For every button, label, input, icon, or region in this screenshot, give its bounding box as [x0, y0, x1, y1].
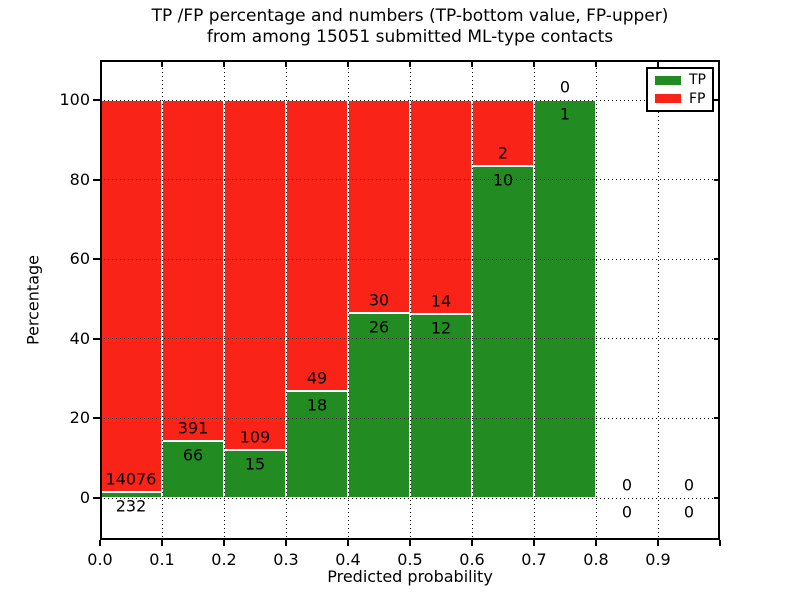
xtick-mark-0.7	[533, 540, 535, 546]
xtick-mark-top-0.4	[347, 62, 349, 67]
xtick-label-0.5: 0.5	[397, 550, 423, 569]
legend: TP FP	[646, 67, 714, 112]
ytick-mark-100	[93, 99, 100, 101]
ytick-mark-right-20	[714, 417, 720, 420]
gridline-v-0.3	[285, 60, 287, 540]
ytick-mark-20	[93, 417, 100, 420]
ytick-mark-right-100	[714, 99, 720, 101]
legend-swatch-tp-icon	[655, 75, 681, 85]
xtick-mark-0.0	[99, 540, 101, 546]
label-tp-count-bin8: 0	[621, 502, 633, 522]
xtick-mark-0.4	[347, 540, 349, 546]
label-tp-count-bin6: 10	[492, 170, 514, 190]
label-tp-count-bin1: 66	[182, 445, 204, 465]
ytick-mark-right-0	[714, 497, 720, 499]
xtick-label-0.1: 0.1	[149, 550, 175, 569]
label-tp-count-bin2: 15	[244, 454, 266, 474]
gridline-v-0.5	[409, 60, 411, 540]
bar-fp-bin1	[162, 100, 224, 441]
bar-tp-bin4	[348, 313, 410, 498]
ytick-mark-60	[93, 258, 100, 261]
ytick-mark-right-60	[714, 258, 720, 261]
gridline-v-0.2	[223, 60, 225, 540]
ytick-label-80: 80	[69, 169, 90, 189]
x-axis-label: Predicted probability	[327, 567, 493, 586]
bar-fp-bin5	[410, 100, 472, 315]
gridline-v-0.7	[533, 60, 535, 540]
gridline-v-0.6	[471, 60, 473, 540]
xtick-mark-top-0.3	[285, 62, 287, 67]
ytick-label-0: 0	[79, 488, 90, 507]
xtick-label-0.2: 0.2	[211, 550, 237, 569]
bar-fp-bin4	[348, 100, 410, 314]
bar-fp-bin2	[224, 100, 286, 450]
plot-area	[100, 60, 720, 540]
chart-title-line2: from among 15051 submitted ML-type conta…	[206, 27, 614, 47]
label-tp-count-bin9: 0	[683, 502, 695, 522]
label-fp-count-bin4: 30	[368, 290, 390, 310]
xtick-mark-0.2	[223, 540, 225, 546]
xtick-mark-0.3	[285, 540, 287, 546]
legend-entry-fp: FP	[655, 92, 712, 106]
gridline-v-0.1	[161, 60, 163, 540]
bar-fp-bin6	[472, 100, 534, 167]
xtick-mark-top-0.8	[595, 62, 597, 67]
xtick-label-0.4: 0.4	[335, 550, 361, 569]
xtick-mark-top-0.2	[223, 62, 225, 67]
ytick-label-20: 20	[69, 408, 90, 428]
ytick-mark-40	[93, 337, 100, 340]
xtick-mark-0.8	[595, 540, 597, 546]
xtick-mark-1.0	[719, 540, 721, 546]
label-fp-count-bin6: 2	[497, 143, 509, 163]
xtick-mark-top-0.9	[657, 62, 659, 67]
label-fp-count-bin9: 0	[683, 475, 695, 495]
xtick-label-0.9: 0.9	[645, 550, 671, 569]
label-fp-count-bin0: 14076	[105, 469, 157, 489]
label-fp-count-bin5: 14	[430, 291, 452, 311]
label-tp-count-bin4: 26	[368, 317, 390, 337]
label-tp-count-bin5: 12	[430, 318, 452, 338]
gridline-v-0.8	[595, 60, 597, 540]
xtick-mark-top-0.7	[533, 62, 535, 67]
label-fp-count-bin1: 391	[177, 418, 209, 438]
gridline-v-0.9	[657, 60, 659, 540]
label-tp-count-bin3: 18	[306, 395, 328, 415]
ytick-mark-right-40	[714, 337, 720, 340]
label-tp-count-bin0: 232	[115, 496, 147, 516]
legend-entry-tp: TP	[655, 73, 712, 87]
xtick-mark-0.1	[161, 540, 163, 546]
xtick-mark-0.6	[471, 540, 473, 546]
ytick-mark-80	[93, 178, 100, 181]
xtick-mark-top-0.1	[161, 62, 163, 67]
xtick-label-0.8: 0.8	[583, 550, 609, 569]
label-fp-count-bin3: 49	[306, 368, 328, 388]
xtick-mark-top-0.5	[409, 62, 411, 67]
xtick-label-0.0: 0.0	[87, 550, 113, 569]
bar-fp-bin3	[286, 100, 348, 392]
bar-tp-bin6	[472, 166, 534, 498]
legend-label-fp: FP	[689, 90, 706, 107]
xtick-label-0.3: 0.3	[273, 550, 299, 569]
bar-tp-bin5	[410, 314, 472, 498]
xtick-mark-0.5	[409, 540, 411, 546]
chart-title-line1: TP /FP percentage and numbers (TP-bottom…	[151, 6, 669, 26]
label-fp-count-bin2: 109	[239, 427, 271, 447]
ytick-mark-0	[93, 497, 100, 499]
label-fp-count-bin8: 0	[621, 475, 633, 495]
ytick-label-60: 60	[69, 249, 90, 269]
label-fp-count-bin7: 0	[559, 77, 571, 97]
xtick-mark-top-0.6	[471, 62, 473, 67]
xtick-mark-0.9	[657, 540, 659, 546]
legend-swatch-fp-icon	[655, 94, 681, 104]
gridline-v-0.4	[347, 60, 349, 540]
xtick-label-0.6: 0.6	[459, 550, 485, 569]
ytick-label-100: 100	[59, 90, 90, 109]
chart-title: TP /FP percentage and numbers (TP-bottom…	[90, 6, 730, 48]
ytick-label-40: 40	[69, 328, 90, 348]
legend-label-tp: TP	[689, 72, 706, 89]
label-tp-count-bin7: 1	[559, 104, 571, 124]
ytick-mark-right-80	[714, 178, 720, 181]
xtick-label-0.7: 0.7	[521, 550, 547, 569]
